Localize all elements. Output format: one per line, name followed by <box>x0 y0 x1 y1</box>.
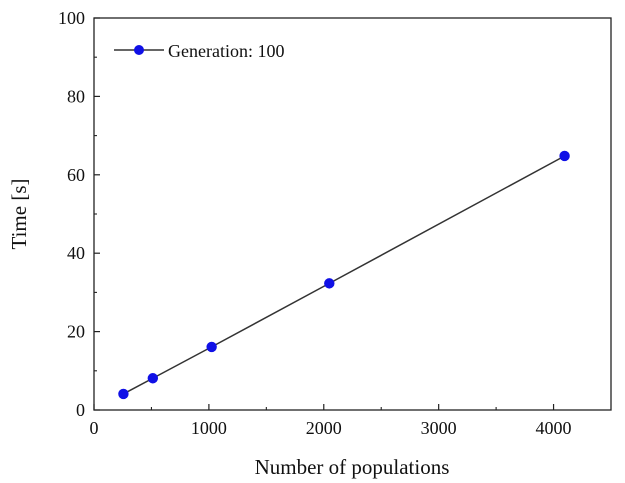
x-tick-label: 0 <box>90 418 99 438</box>
y-axis-ticks: 0 20 40 60 80 100 <box>58 8 100 420</box>
x-tick-label: 3000 <box>421 418 457 438</box>
y-axis-title: Time [s] <box>7 179 31 250</box>
data-point <box>206 341 217 353</box>
data-point <box>559 150 570 162</box>
y-tick-label: 40 <box>67 243 85 263</box>
data-point <box>118 388 129 400</box>
y-tick-label: 60 <box>67 165 85 185</box>
legend-label: Generation: 100 <box>168 41 284 61</box>
y-tick-label: 100 <box>58 8 85 28</box>
data-point <box>147 373 159 384</box>
y-tick-label: 0 <box>76 400 85 420</box>
data-point <box>324 278 335 289</box>
x-tick-label: 2000 <box>306 418 342 438</box>
series-group <box>118 150 570 400</box>
legend: Generation: 100 <box>114 41 284 61</box>
plot-frame <box>93 17 612 411</box>
series-line <box>123 155 565 395</box>
y-tick-label: 80 <box>67 86 85 106</box>
y-tick-label: 20 <box>67 322 85 342</box>
x-axis-title: Number of populations <box>255 455 450 479</box>
legend-marker <box>134 45 144 55</box>
x-tick-label: 4000 <box>536 418 572 438</box>
x-tick-label: 1000 <box>191 418 227 438</box>
x-axis-ticks: 0 1000 2000 3000 4000 <box>90 404 572 438</box>
